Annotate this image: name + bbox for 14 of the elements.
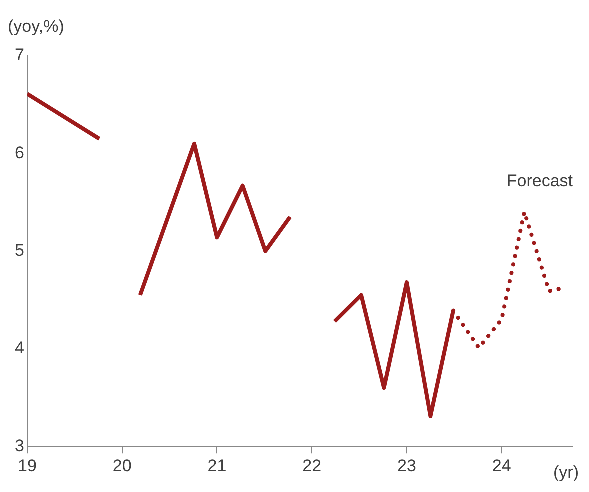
y-tick-label: 3 [14, 436, 24, 456]
y-tick-label: 5 [14, 240, 24, 260]
x-tick-label: 23 [398, 456, 416, 476]
x-axis-title: (yr) [554, 462, 579, 482]
x-tick-label: 19 [18, 456, 37, 476]
y-axis-title: (yoy,%) [8, 17, 64, 36]
x-tick-label: 20 [112, 456, 132, 476]
x-tick-label: 22 [302, 456, 322, 476]
annotation: Forecast [506, 172, 574, 191]
y-tick-label: 7 [14, 46, 24, 65]
x-tick-label: 21 [208, 456, 227, 476]
y-tick-label: 6 [14, 143, 24, 162]
y-tick-label: 4 [14, 338, 24, 358]
x-tick-label: 24 [492, 456, 512, 476]
